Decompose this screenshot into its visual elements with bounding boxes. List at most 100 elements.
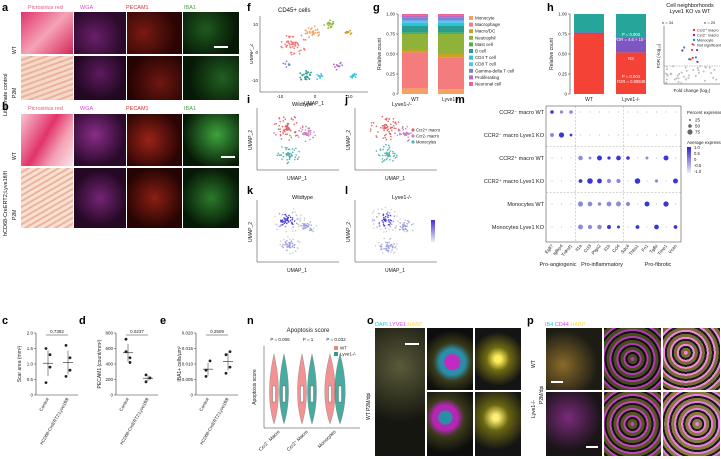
umap-cell: [381, 208, 383, 210]
volcano-point: [665, 65, 668, 68]
umap-cell: [309, 74, 312, 77]
umap-cell: [389, 158, 391, 161]
micrograph-iba1-p2m: [183, 168, 239, 228]
umap-cell: [404, 219, 407, 222]
umap-cell: [396, 154, 398, 156]
umap-cell: [392, 229, 394, 231]
umap-cell: [375, 135, 377, 137]
channel-lyve1: LYVE1: [389, 322, 407, 328]
umap-cell: [389, 133, 392, 136]
umap-cell: [289, 219, 292, 222]
umap-cell: [296, 222, 298, 225]
y-tick-label: 0.25: [386, 72, 395, 77]
panel-label-f: f: [247, 2, 251, 14]
umap-cell: [294, 250, 297, 252]
expression-dot: [636, 157, 639, 159]
legend-label: Ccr2⁻ macro: [697, 34, 719, 38]
umap-cell: [298, 150, 300, 153]
umap-cell: [392, 252, 395, 254]
umap-cell: [383, 248, 385, 250]
umap-cell: [299, 72, 302, 75]
density-colorbar: [431, 220, 435, 242]
umap-cell: [385, 152, 388, 155]
umap-cell: [376, 226, 378, 228]
umap-cell: [388, 144, 390, 147]
umap-cell: [380, 228, 382, 231]
volcano-point: [689, 58, 692, 61]
umap-cell: [380, 126, 382, 129]
volcano-point: [691, 48, 694, 52]
panel-label-o: o: [367, 315, 374, 327]
umap-cell: [304, 78, 307, 81]
umap-cell: [387, 250, 389, 253]
legend-swatch: [469, 55, 473, 60]
umap-cell: [386, 149, 389, 151]
panel-label-h: h: [547, 2, 554, 14]
umap-cell: [374, 244, 377, 247]
umap-cell: [285, 34, 288, 37]
umap-cell: [280, 220, 283, 222]
row-label: Monocytes Lyve1 KO: [492, 225, 545, 231]
expression-dot: [598, 111, 601, 113]
expression-colorbar: [687, 147, 691, 173]
expression-dot: [560, 180, 563, 182]
pval-label: P = 0.006: [270, 337, 290, 342]
umap-cell: [384, 152, 386, 155]
micrograph-iba1-wt: [183, 12, 239, 54]
umap-cell: [382, 223, 385, 225]
umap-cell: [392, 150, 394, 153]
volcano-point: [713, 68, 716, 71]
expression-dot: [646, 134, 648, 136]
umap-cell: [378, 212, 380, 215]
umap-cell: [305, 226, 307, 229]
legend-swatch: [469, 62, 473, 67]
umap-cell: [283, 238, 285, 241]
data-point: [144, 373, 148, 377]
umap-cell: [378, 154, 381, 157]
umap-cell: [285, 242, 287, 244]
y-axis-label: UMAP_2: [248, 222, 254, 242]
umap-cell: [386, 125, 389, 128]
umap-cell: [387, 214, 389, 217]
umap-cell: [282, 129, 285, 131]
expression-dot: [598, 134, 601, 136]
umap-cell: [292, 252, 294, 254]
x-tick-label: -10: [277, 94, 284, 99]
volcano-point: [699, 65, 702, 68]
umap-cell: [288, 64, 291, 66]
umap-cell: [407, 140, 409, 142]
umap-cell: [379, 149, 382, 151]
umap-cell: [279, 128, 281, 130]
umap-cell: [393, 152, 396, 155]
volcano-point: [666, 74, 669, 77]
umap-cell: [284, 221, 287, 223]
gene-label: Ccl3: [583, 243, 593, 253]
umap-title-i: Wildtype: [292, 102, 314, 108]
volcano-point: [665, 72, 668, 75]
umap-cell: [301, 74, 304, 77]
umap-cell: [279, 130, 282, 133]
umap-cell: [316, 78, 319, 81]
umap-cell: [384, 124, 386, 127]
annotation: P = 0.004: [622, 74, 641, 79]
umap-cell: [321, 75, 324, 77]
expression-dot: [617, 134, 620, 136]
expression-dot: [646, 111, 648, 113]
umap-cell: [297, 158, 299, 161]
umap-cell: [294, 229, 297, 232]
umap-cell: [406, 222, 408, 225]
umap-cell: [391, 246, 394, 249]
gene-label: Il1a: [574, 243, 583, 252]
x-axis-label: UMAP_1: [304, 101, 324, 106]
volcano-point: [684, 78, 687, 81]
umap-cell: [310, 71, 312, 74]
umap-cell: [286, 154, 288, 157]
annotation: FDR = 4.6 × 10⁻⁴: [615, 37, 648, 42]
expression-dot: [644, 201, 650, 207]
y-tick-label: 1.00: [558, 12, 567, 17]
umap-cell: [298, 218, 300, 221]
umap-cell: [331, 23, 334, 26]
umap-cell: [287, 42, 290, 44]
umap-cell: [312, 230, 315, 233]
umap-cell: [397, 121, 400, 123]
